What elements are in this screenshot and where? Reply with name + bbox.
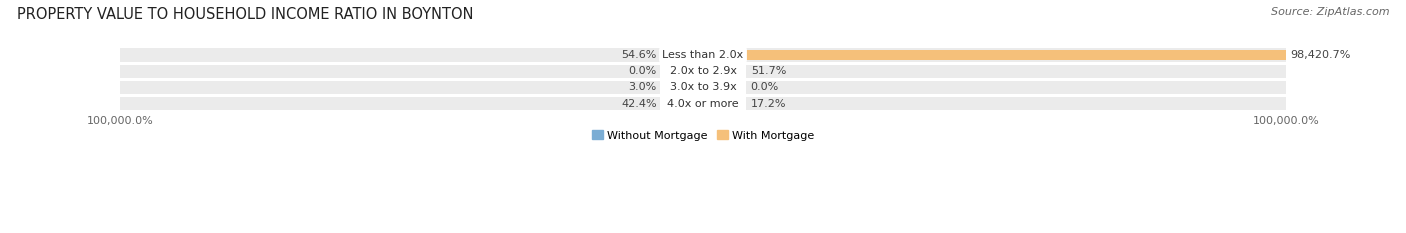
Text: Source: ZipAtlas.com: Source: ZipAtlas.com [1271, 7, 1389, 17]
Bar [120, 81, 659, 94]
Text: 42.4%: 42.4% [621, 99, 657, 109]
Text: 2.0x to 2.9x: 2.0x to 2.9x [669, 66, 737, 76]
Text: 0.0%: 0.0% [751, 82, 779, 92]
Legend: Without Mortgage, With Mortgage: Without Mortgage, With Mortgage [588, 126, 818, 145]
Text: 54.6%: 54.6% [621, 50, 657, 60]
Text: 17.2%: 17.2% [751, 99, 786, 109]
Text: 98,420.7%: 98,420.7% [1291, 50, 1351, 60]
Bar [747, 48, 1286, 62]
Text: 4.0x or more: 4.0x or more [668, 99, 738, 109]
Bar [747, 97, 1286, 110]
Bar [747, 81, 1286, 94]
Bar [120, 97, 659, 110]
Bar [747, 50, 1286, 60]
Text: 0.0%: 0.0% [628, 66, 657, 76]
Text: Less than 2.0x: Less than 2.0x [662, 50, 744, 60]
Bar [120, 48, 659, 62]
Text: 3.0%: 3.0% [628, 82, 657, 92]
Text: 51.7%: 51.7% [751, 66, 786, 76]
Bar [120, 65, 659, 78]
Text: 3.0x to 3.9x: 3.0x to 3.9x [669, 82, 737, 92]
Bar [747, 65, 1286, 78]
Text: PROPERTY VALUE TO HOUSEHOLD INCOME RATIO IN BOYNTON: PROPERTY VALUE TO HOUSEHOLD INCOME RATIO… [17, 7, 474, 22]
